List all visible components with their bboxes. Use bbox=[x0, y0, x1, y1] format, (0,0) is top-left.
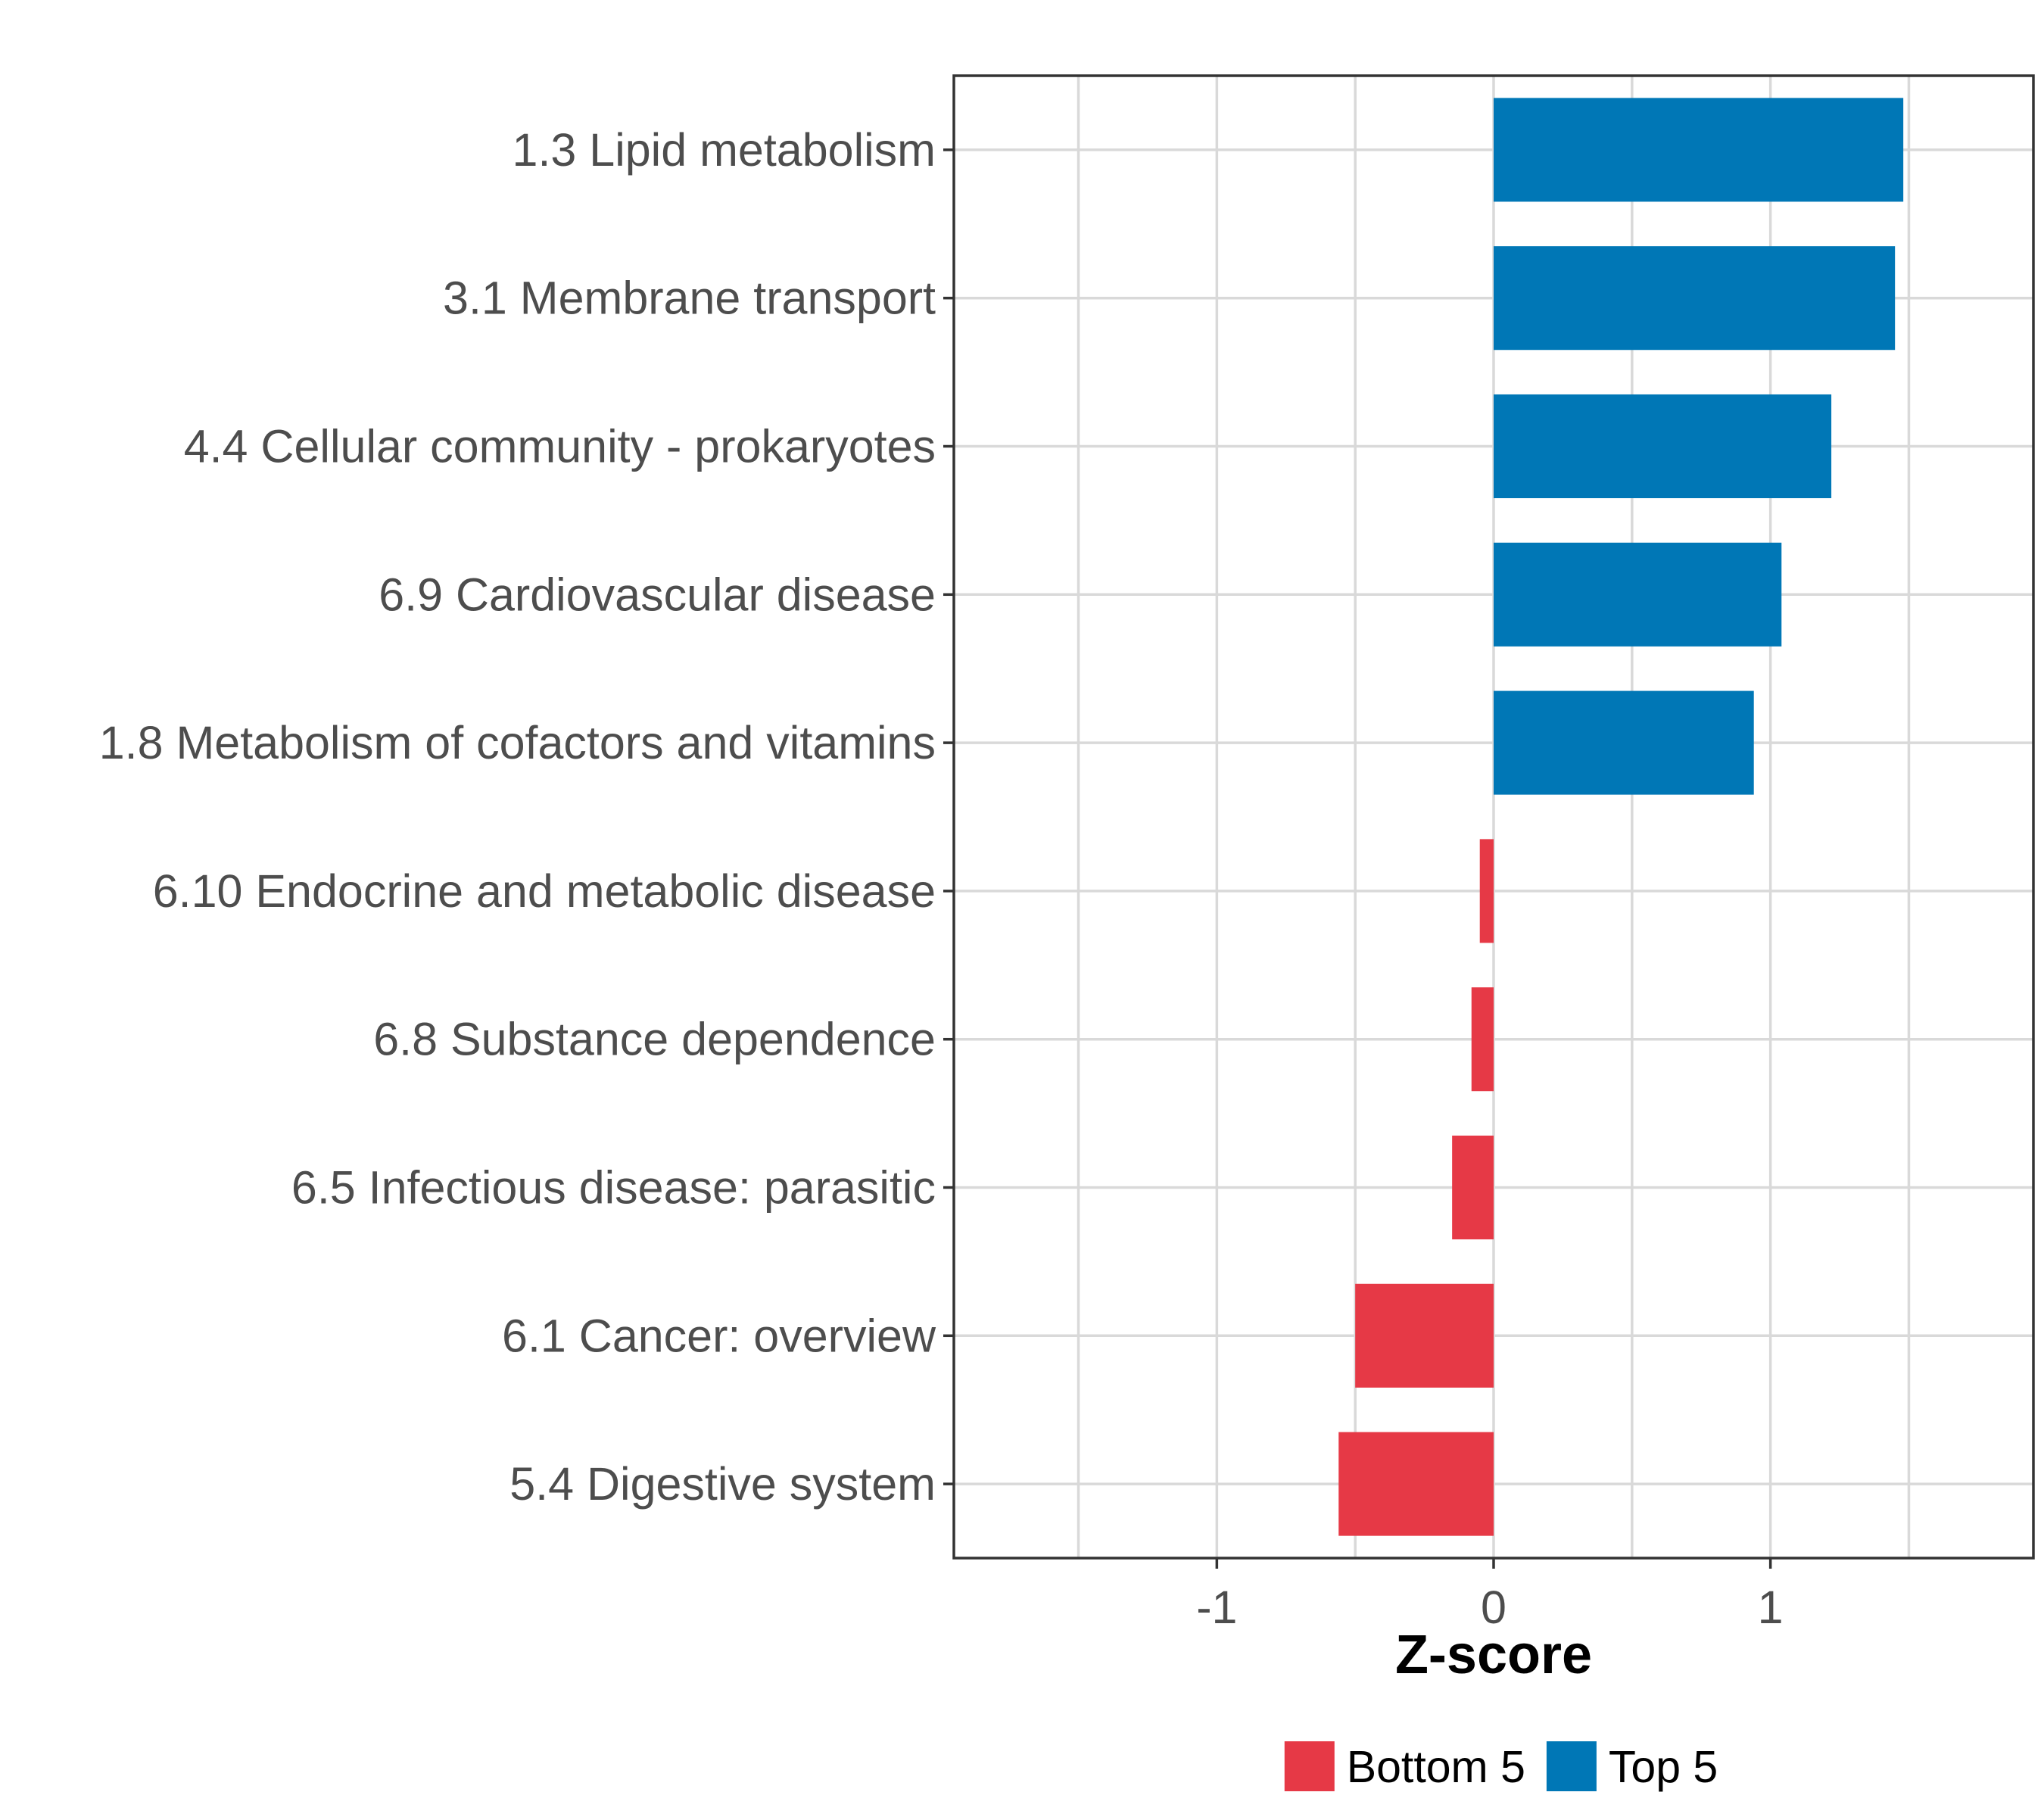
bar-top bbox=[1494, 246, 1896, 351]
category-axis: 1.3 Lipid metabolism 3.1 Membrane transpo… bbox=[99, 124, 954, 1510]
bar-top bbox=[1494, 542, 1782, 647]
x-tick-label: 1 bbox=[1758, 1582, 1784, 1633]
bar-bottom bbox=[1355, 1283, 1494, 1388]
category-label: 6.1 Cancer: overview bbox=[502, 1310, 936, 1361]
legend-label: Bottom 5 bbox=[1347, 1742, 1525, 1792]
bar-top bbox=[1494, 394, 1832, 499]
category-label: 5.4 Digestive system bbox=[509, 1458, 936, 1510]
x-axis-title: Z-score bbox=[1395, 1625, 1592, 1685]
bars bbox=[1338, 98, 1904, 1536]
category-label: 1.8 Metabolism of cofactors and vitamins bbox=[99, 717, 936, 768]
legend-label: Top 5 bbox=[1609, 1742, 1718, 1792]
x-tick-label: 0 bbox=[1481, 1582, 1507, 1633]
category-label: 4.4 Cellular community - prokaryotes bbox=[184, 421, 936, 472]
bar-bottom bbox=[1338, 1432, 1494, 1536]
category-label: 3.1 Membrane transport bbox=[443, 273, 936, 324]
legend-swatch bbox=[1546, 1741, 1597, 1791]
bar-top bbox=[1494, 690, 1754, 795]
category-label: 6.8 Substance dependence bbox=[373, 1014, 936, 1065]
bar-bottom bbox=[1452, 1135, 1494, 1240]
bar-top bbox=[1494, 98, 1904, 202]
bar-bottom bbox=[1479, 839, 1494, 943]
x-axis-ticks: -1 0 1 bbox=[1196, 1558, 1784, 1633]
category-label: 6.5 Infectious disease: parasitic bbox=[291, 1162, 936, 1214]
category-label: 6.10 Endocrine and metabolic disease bbox=[153, 865, 936, 917]
category-label: 6.9 Cardiovascular disease bbox=[379, 569, 936, 620]
x-tick-label: -1 bbox=[1196, 1582, 1237, 1633]
legend: Bottom 5 Top 5 bbox=[1284, 1741, 1718, 1792]
legend-swatch bbox=[1284, 1741, 1335, 1791]
bar-bottom bbox=[1471, 987, 1494, 1092]
category-label: 1.3 Lipid metabolism bbox=[513, 124, 936, 176]
